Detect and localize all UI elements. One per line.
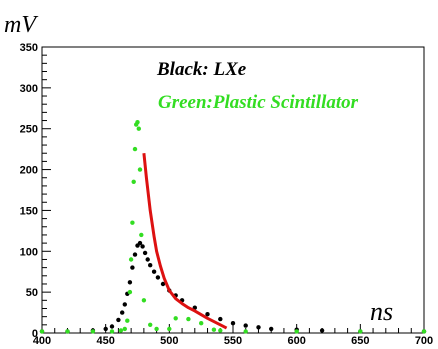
data-point xyxy=(120,310,125,315)
data-point xyxy=(130,265,135,270)
series-1 xyxy=(39,120,427,334)
y-tick-label: 150 xyxy=(20,205,38,217)
x-tick-label: 550 xyxy=(224,335,242,347)
x-tick-label: 600 xyxy=(287,335,305,347)
data-point xyxy=(109,324,115,329)
y-tick-label: 250 xyxy=(20,124,38,136)
data-point xyxy=(186,316,191,322)
data-point xyxy=(131,179,136,184)
y-tick-label: 0 xyxy=(32,328,38,340)
series-0 xyxy=(39,240,427,334)
data-point xyxy=(128,257,134,262)
data-point xyxy=(109,329,115,334)
data-point xyxy=(122,302,128,307)
data-point xyxy=(154,326,159,332)
y-tick-label: 200 xyxy=(20,165,38,177)
data-point xyxy=(319,328,325,333)
data-point xyxy=(421,329,427,334)
x-tick-label: 450 xyxy=(96,335,114,347)
axes: 400 450 500 550 600 650 700 0 50 100 150 200 250 300 3… xyxy=(20,42,434,347)
y-tick-label: 50 xyxy=(26,287,38,299)
series-line xyxy=(142,153,228,330)
data-point xyxy=(132,146,138,152)
data-point xyxy=(90,329,96,334)
data-point xyxy=(211,327,217,332)
data-point xyxy=(137,167,143,172)
data-point xyxy=(139,232,144,238)
data-point xyxy=(127,280,133,285)
legend-entry-black: Black: LXe xyxy=(156,59,247,80)
data-point xyxy=(118,328,124,333)
data-point xyxy=(137,240,143,246)
y-tick-label: 350 xyxy=(20,42,38,54)
data-point xyxy=(294,329,299,334)
data-point xyxy=(136,126,141,131)
plot-frame xyxy=(41,46,425,334)
y-tick-label: 300 xyxy=(20,83,38,95)
data-marks xyxy=(39,120,427,334)
data-point xyxy=(151,269,157,274)
data-point xyxy=(230,321,236,326)
data-point xyxy=(167,326,172,332)
data-point xyxy=(205,312,210,317)
data-point xyxy=(116,317,121,323)
x-axis-title: ns xyxy=(370,297,393,326)
data-point xyxy=(132,252,138,257)
y-tick-label: 100 xyxy=(20,246,38,258)
x-tick-label: 400 xyxy=(33,335,51,347)
legend-entry-green: Green:Plastic Scintillator xyxy=(158,92,359,113)
data-point xyxy=(269,326,274,332)
data-point xyxy=(39,329,45,334)
data-point xyxy=(358,329,363,334)
y-axis-title: mV xyxy=(4,12,38,38)
data-point xyxy=(140,244,145,249)
data-point xyxy=(218,328,223,333)
data-point xyxy=(125,318,130,323)
data-point xyxy=(103,326,108,332)
series-2 xyxy=(142,153,228,330)
x-tick-label: 650 xyxy=(351,335,369,347)
data-point xyxy=(173,316,178,321)
data-point xyxy=(127,289,133,295)
data-point xyxy=(130,220,135,225)
data-point xyxy=(142,250,148,256)
data-point xyxy=(135,120,140,125)
data-point xyxy=(243,329,248,334)
data-point xyxy=(122,326,128,332)
data-point xyxy=(160,281,166,287)
data-point xyxy=(243,323,248,328)
data-point xyxy=(148,263,153,268)
data-point xyxy=(218,316,223,322)
data-point xyxy=(199,321,204,326)
data-point xyxy=(65,329,70,334)
x-tick-label: 500 xyxy=(160,335,178,347)
x-tick-label: 700 xyxy=(415,335,433,347)
data-point xyxy=(256,325,261,330)
data-point xyxy=(148,322,153,327)
data-point xyxy=(145,257,150,262)
data-point xyxy=(141,298,147,303)
data-point xyxy=(155,275,161,280)
